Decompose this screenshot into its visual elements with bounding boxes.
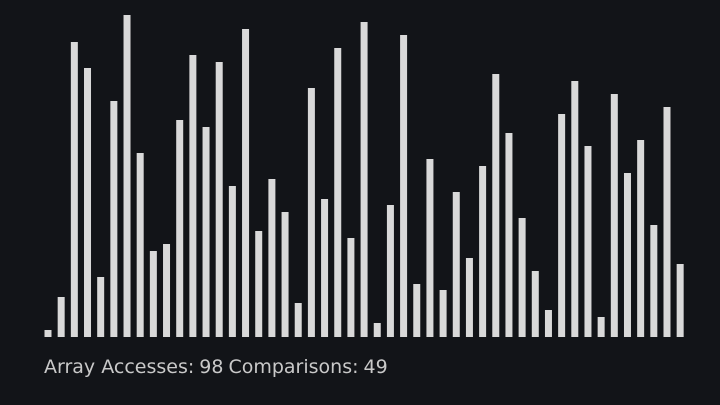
bar xyxy=(84,68,92,337)
bar xyxy=(386,205,394,337)
bar xyxy=(439,290,447,337)
bar xyxy=(215,62,223,337)
bar xyxy=(136,153,144,337)
bar xyxy=(610,94,618,337)
bar-area xyxy=(44,15,684,337)
bar xyxy=(360,22,368,337)
bar xyxy=(544,310,552,337)
bar xyxy=(558,114,566,337)
bar xyxy=(531,271,539,337)
bar xyxy=(637,140,645,337)
accesses-count: 98 xyxy=(199,356,224,378)
bar xyxy=(373,323,381,337)
bar xyxy=(623,173,631,337)
bar xyxy=(242,29,250,337)
bar xyxy=(452,192,460,337)
bar xyxy=(321,199,329,337)
bar xyxy=(149,251,157,337)
bar xyxy=(426,159,434,337)
bar xyxy=(110,101,118,337)
bar xyxy=(518,218,526,337)
bar xyxy=(176,120,184,337)
bar xyxy=(294,303,302,337)
bar xyxy=(584,146,592,337)
bar xyxy=(676,264,684,337)
bar xyxy=(334,48,342,337)
bar xyxy=(255,231,263,337)
bar xyxy=(228,186,236,337)
bar xyxy=(479,166,487,337)
bar xyxy=(57,297,65,337)
bar xyxy=(123,15,131,337)
bar xyxy=(44,330,52,337)
bar xyxy=(189,55,197,337)
bar xyxy=(505,133,513,337)
bar xyxy=(70,42,78,337)
bar xyxy=(597,317,605,337)
bar xyxy=(400,35,408,337)
bar xyxy=(413,284,421,337)
bar xyxy=(268,179,276,337)
bar xyxy=(281,212,289,337)
bar xyxy=(663,107,671,337)
bar xyxy=(163,244,171,337)
comparisons-count: 49 xyxy=(363,356,388,378)
bar xyxy=(465,258,473,337)
bar xyxy=(307,88,315,337)
bar xyxy=(347,238,355,337)
bar xyxy=(650,225,658,337)
bar xyxy=(571,81,579,337)
bar xyxy=(97,277,105,337)
bar xyxy=(492,74,500,337)
accesses-label: Array Accesses: xyxy=(44,356,195,378)
status-bar: Array Accesses: 98 Comparisons: 49 xyxy=(44,356,393,378)
bar xyxy=(202,127,210,337)
comparisons-label: Comparisons: xyxy=(228,356,359,378)
